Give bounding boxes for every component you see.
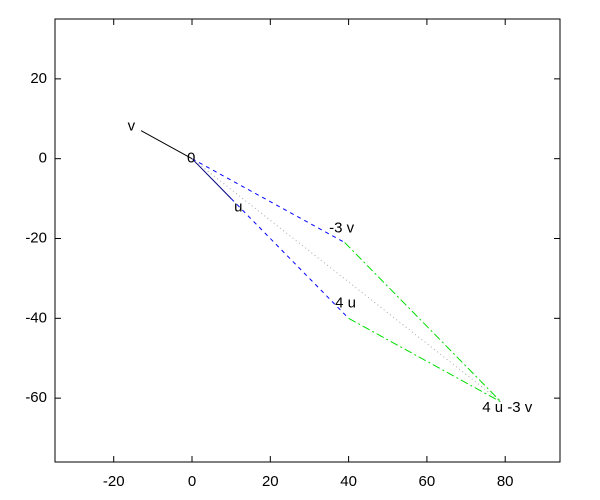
x-tick-label: 20	[262, 473, 279, 490]
vector-line	[348, 317, 502, 403]
point-label: 0	[187, 150, 195, 167]
point-label: -3 v	[329, 219, 355, 236]
x-tick-label: 60	[419, 473, 436, 490]
point-label: 4 u	[335, 294, 356, 311]
y-tick-label: 0	[39, 150, 47, 167]
y-tick-label: -20	[25, 229, 47, 246]
y-tick-label: -60	[25, 389, 47, 406]
vector-line	[140, 130, 193, 160]
point-label: v	[128, 118, 136, 135]
y-tick-label: 20	[30, 70, 47, 87]
y-tick-label: -40	[25, 309, 47, 326]
point-label: u	[234, 199, 242, 216]
vector-line	[230, 198, 349, 319]
vector-line	[191, 158, 502, 403]
vector-line	[191, 158, 345, 243]
vector-line	[191, 158, 232, 199]
x-tick-label: 0	[188, 473, 196, 490]
x-tick-label: 40	[340, 473, 357, 490]
vector-line	[344, 242, 502, 403]
plot-frame	[54, 18, 561, 463]
point-label: 4 u -3 v	[482, 399, 533, 416]
x-tick-label: 80	[497, 473, 514, 490]
x-tick-label: -20	[103, 473, 125, 490]
